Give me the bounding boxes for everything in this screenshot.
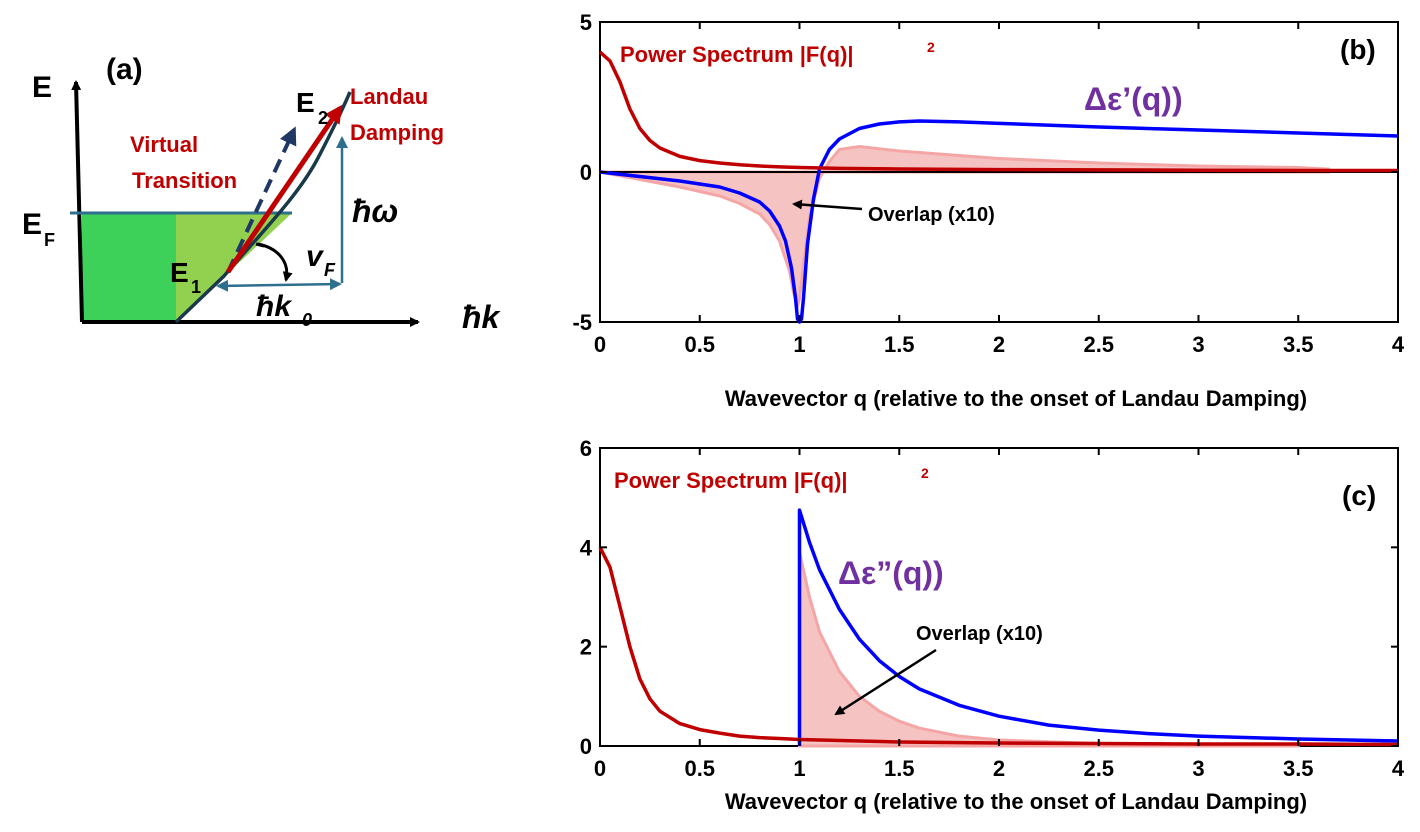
momentum-axis-label: ħk <box>462 299 502 335</box>
filled-states-dark <box>82 213 176 322</box>
landau-label-line2: Damping <box>350 120 444 145</box>
svg-text:1: 1 <box>191 277 201 297</box>
svg-text:v: v <box>306 240 325 273</box>
virtual-label-line2: Transition <box>132 168 237 193</box>
svg-text:2: 2 <box>927 39 935 55</box>
chart-c-xlabel: Wavevector q (relative to the onset of L… <box>725 789 1307 814</box>
e1-label: E 1 <box>170 257 201 297</box>
y-tick-label: 6 <box>580 436 592 461</box>
landau-label-line1: Landau <box>350 84 428 109</box>
chart-c-power-spectrum-line <box>598 546 1399 747</box>
chart-b-xlabel: Wavevector q (relative to the onset of L… <box>725 386 1307 411</box>
y-tick-label: 0 <box>580 160 592 185</box>
vf-label: v F <box>306 240 336 280</box>
x-tick-label: 3.5 <box>1283 756 1314 781</box>
hbar-k0-label: ħk 0 <box>256 290 312 330</box>
energy-axis <box>71 80 84 323</box>
chart-c-overlap-pointer <box>834 648 937 716</box>
chart-b-delta-line <box>599 119 1399 324</box>
x-tick-label: 0 <box>594 756 606 781</box>
panel-a-diagram: (a) E ħk E F E 1 E 2 Virtual Transition … <box>22 53 502 335</box>
svg-text:E: E <box>22 208 42 241</box>
panel-a-label: (a) <box>106 53 143 86</box>
chart-b-overlap-annotation: Overlap (x10) <box>868 204 995 226</box>
svg-text:E: E <box>296 87 315 118</box>
svg-text:2: 2 <box>921 465 929 481</box>
vf-angle-arc-start <box>255 242 265 248</box>
chart-b-overlap-pointer <box>792 199 863 211</box>
x-tick-label: 0.5 <box>684 332 715 357</box>
svg-text:E: E <box>170 257 189 288</box>
y-tick-label: 4 <box>580 535 593 560</box>
svg-text:F: F <box>324 260 336 280</box>
x-tick-label: 2 <box>993 332 1005 357</box>
svg-text:Power Spectrum |F(q)|: Power Spectrum |F(q)| <box>614 468 848 493</box>
chart-c-lines-layer <box>598 508 1399 747</box>
x-tick-label: 2 <box>993 756 1005 781</box>
x-tick-label: 3 <box>1192 332 1204 357</box>
hbar-k0-arrow <box>216 278 342 292</box>
virtual-transition-arrow <box>226 126 297 273</box>
chart-c-delta-annotation: Δε”(q)) <box>838 555 944 591</box>
energy-axis-label: E <box>32 71 52 104</box>
vf-angle-arc <box>257 242 293 282</box>
chart-c-delta-line <box>797 508 1399 746</box>
svg-text:ħk: ħk <box>256 290 292 323</box>
x-tick-label: 2.5 <box>1083 756 1114 781</box>
x-tick-label: 4 <box>1392 756 1405 781</box>
chart-b-power-spectrum-line <box>598 50 1398 173</box>
e2-label: E 2 <box>296 87 328 128</box>
x-tick-label: 3.5 <box>1283 332 1314 357</box>
chart-c-overlap-annotation: Overlap (x10) <box>916 623 1043 645</box>
svg-text:F: F <box>44 230 55 250</box>
chart-b-ticks-layer: 0 0.5 1 1.5 2 2.5 3 3.5 4-505 <box>572 10 1404 357</box>
x-tick-label: 4 <box>1392 332 1405 357</box>
chart-b-power-annotation: Power Spectrum |F(q)| 2 <box>620 39 935 67</box>
chart-b-lines-layer <box>598 50 1399 324</box>
x-tick-label: 2.5 <box>1083 332 1114 357</box>
y-tick-label: 0 <box>580 734 592 759</box>
x-tick-label: 0 <box>594 332 606 357</box>
chart-b: 0 0.5 1 1.5 2 2.5 3 3.5 4-505 (b) Power Spectrum… <box>572 10 1404 411</box>
hbar-omega-label: ħω <box>352 193 398 229</box>
chart-c-ticks-layer: 0 0.5 1 1.5 2 2.5 3 3.5 4 0 2 4 6 <box>580 436 1405 781</box>
chart-c: 0 0.5 1 1.5 2 2.5 3 3.5 4 0 2 4 6 (c) Power Spectrum… <box>580 436 1405 814</box>
chart-c-panel-label: (c) <box>1342 480 1376 511</box>
chart-c-power-annotation: Power Spectrum |F(q)| 2 <box>614 465 929 493</box>
y-tick-label: 2 <box>580 635 592 660</box>
x-tick-label: 0.5 <box>684 756 715 781</box>
svg-text:0: 0 <box>302 310 312 330</box>
svg-text:2: 2 <box>318 108 328 128</box>
chart-b-delta-annotation: Δε’(q)) <box>1084 81 1183 117</box>
x-tick-label: 1.5 <box>884 332 915 357</box>
virtual-label-line1: Virtual <box>130 132 198 157</box>
x-tick-label: 1.5 <box>884 756 915 781</box>
y-tick-label: 5 <box>580 10 592 35</box>
fermi-energy-label: E F <box>22 208 55 250</box>
x-tick-label: 3 <box>1192 756 1204 781</box>
x-tick-label: 1 <box>793 332 805 357</box>
chart-b-panel-label: (b) <box>1340 34 1376 65</box>
y-tick-label: -5 <box>572 310 592 335</box>
landau-damping-arrow <box>225 104 343 274</box>
svg-text:Power Spectrum |F(q)|: Power Spectrum |F(q)| <box>620 42 854 67</box>
x-tick-label: 1 <box>793 756 805 781</box>
